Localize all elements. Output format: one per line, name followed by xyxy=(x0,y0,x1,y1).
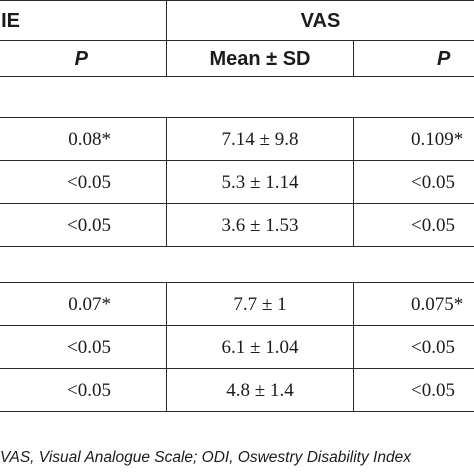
column-header-p-left: P xyxy=(74,47,88,70)
rule-divider-group-1-right xyxy=(353,117,355,247)
group-1-row-2-mean-sd: 5.3 ± 1.14 xyxy=(221,171,299,193)
group-1-row-1-p-left: 0.08* xyxy=(68,128,111,150)
table-footnote: VAS, Visual Analogue Scale; ODI, Oswestr… xyxy=(0,449,411,466)
rule-group-header xyxy=(0,40,474,42)
group-2-row-2-p-left: <0.05 xyxy=(67,336,111,358)
group-2-row-1-mean-sd: 7.7 ± 1 xyxy=(233,293,287,315)
rule-group-2-top xyxy=(0,282,474,284)
group-1-row-1-p-right: 0.109* xyxy=(411,128,464,150)
group-1-row-1-mean-sd: 7.14 ± 9.8 xyxy=(221,128,299,150)
group-1-row-2-p-right: <0.05 xyxy=(411,171,455,193)
rule-divider-group-2-right xyxy=(353,282,355,412)
rule-group-2-bottom xyxy=(0,411,474,413)
rule-group-1-bottom xyxy=(0,246,474,248)
rule-divider-group-1-left xyxy=(166,117,168,247)
group-header-ie: IE xyxy=(1,9,20,32)
group-2-row-3-p-right: <0.05 xyxy=(411,379,455,401)
rule-group-2-row-1 xyxy=(0,325,474,327)
column-header-mean-sd: Mean ± SD xyxy=(209,47,311,70)
rule-group-1-top xyxy=(0,117,474,119)
rule-divider-header xyxy=(166,0,168,77)
rule-group-1-row-2 xyxy=(0,203,474,205)
rule-divider-header-right xyxy=(353,40,355,77)
rule-group-1-row-1 xyxy=(0,160,474,162)
group-2-row-2-mean-sd: 6.1 ± 1.04 xyxy=(221,336,299,358)
group-1-row-3-p-right: <0.05 xyxy=(411,214,455,236)
group-2-row-1-p-left: 0.07* xyxy=(68,293,111,315)
group-1-row-3-mean-sd: 3.6 ± 1.53 xyxy=(221,214,299,236)
rule-divider-group-2-left xyxy=(166,282,168,412)
rule-top xyxy=(0,0,474,2)
group-2-row-2-p-right: <0.05 xyxy=(411,336,455,358)
group-header-vas: VAS xyxy=(300,9,341,32)
group-1-row-3-p-left: <0.05 xyxy=(67,214,111,236)
group-2-row-1-p-right: 0.075* xyxy=(411,293,464,315)
column-header-p-right: P xyxy=(437,47,451,70)
rule-column-header xyxy=(0,76,474,78)
group-1-row-2-p-left: <0.05 xyxy=(67,171,111,193)
results-table: IE VAS P Mean ± SD P 0.08* 7.14 ± 9.8 0.… xyxy=(0,0,474,413)
rule-group-2-row-2 xyxy=(0,368,474,370)
group-2-row-3-mean-sd: 4.8 ± 1.4 xyxy=(226,379,294,401)
group-2-row-3-p-left: <0.05 xyxy=(67,379,111,401)
